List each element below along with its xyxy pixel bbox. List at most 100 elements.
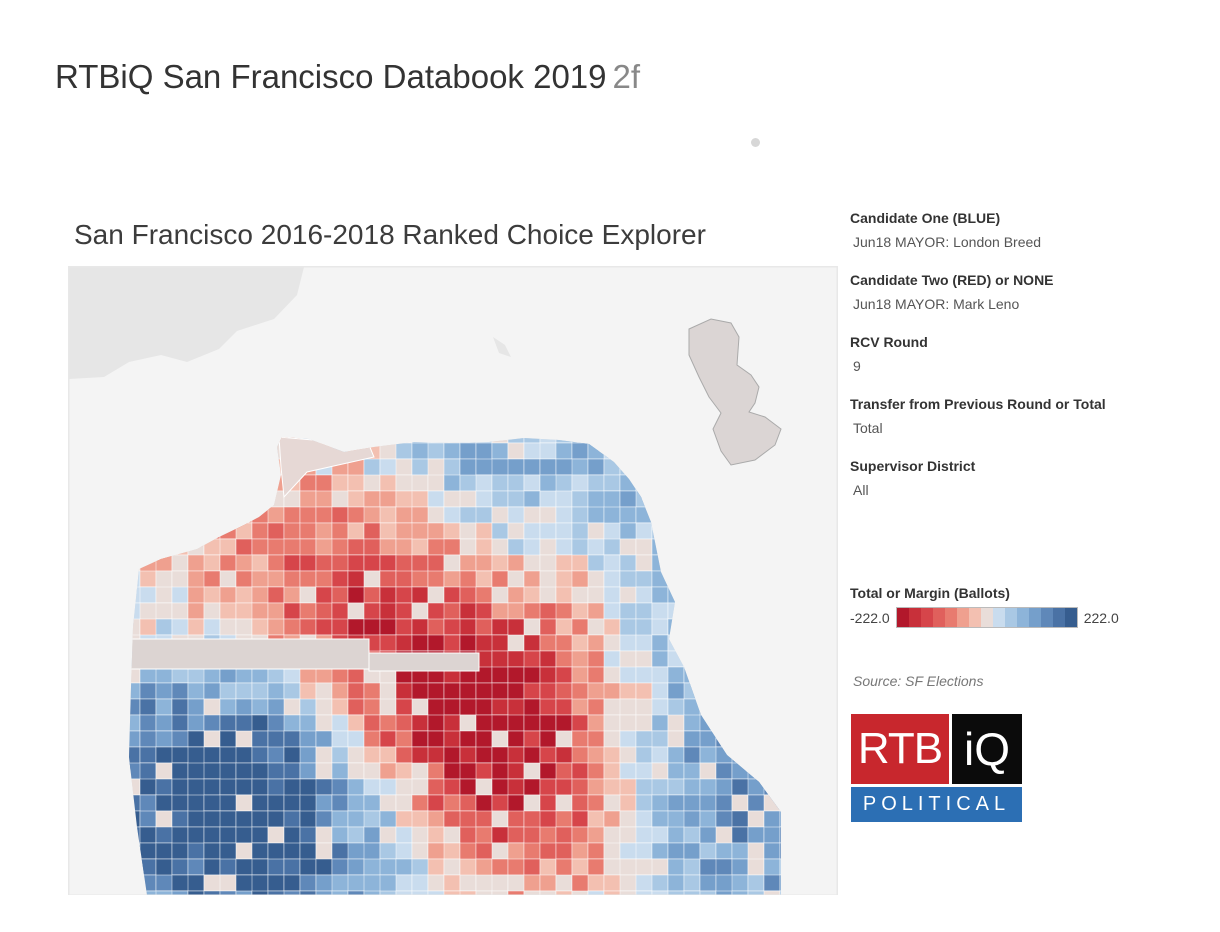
precinct — [555, 714, 573, 732]
precinct — [651, 826, 669, 844]
precinct — [219, 698, 237, 716]
filter-value[interactable]: 9 — [853, 358, 861, 374]
precinct — [203, 890, 221, 895]
precinct — [219, 810, 237, 828]
precinct — [139, 586, 157, 604]
precinct — [283, 682, 301, 700]
precinct — [395, 858, 413, 876]
precinct — [475, 490, 493, 508]
precinct — [427, 682, 445, 700]
precinct — [539, 458, 557, 476]
precinct — [427, 714, 445, 732]
precinct — [635, 842, 653, 860]
precinct — [315, 810, 333, 828]
precinct — [299, 730, 317, 748]
precinct — [587, 602, 605, 620]
filter-supervisor-district[interactable]: Supervisor District All — [850, 457, 1190, 499]
precinct — [363, 474, 381, 492]
precinct — [155, 698, 173, 716]
precinct — [395, 458, 413, 476]
precinct — [539, 698, 557, 716]
filter-transfer-or-total[interactable]: Transfer from Previous Round or Total To… — [850, 395, 1190, 437]
precinct — [539, 586, 557, 604]
precinct — [299, 618, 317, 636]
precinct — [603, 842, 621, 860]
precinct — [315, 682, 333, 700]
precinct — [331, 506, 349, 524]
precinct — [539, 746, 557, 764]
precinct — [523, 794, 541, 812]
precinct — [299, 554, 317, 572]
precinct — [523, 522, 541, 540]
precinct — [779, 810, 781, 828]
precinct — [411, 826, 429, 844]
precinct — [603, 474, 621, 492]
precinct — [171, 554, 189, 572]
dashboard-title: San Francisco 2016-2018 Ranked Choice Ex… — [74, 219, 706, 250]
precinct — [603, 746, 621, 764]
precinct — [315, 490, 333, 508]
precinct — [235, 618, 253, 636]
precinct — [299, 874, 317, 892]
precinct — [619, 554, 637, 572]
precinct — [379, 474, 397, 492]
precinct — [251, 538, 269, 556]
precinct — [171, 890, 189, 895]
filter-value[interactable]: All — [853, 482, 869, 498]
precinct — [363, 618, 381, 636]
precinct — [251, 698, 269, 716]
filter-value[interactable]: Jun18 MAYOR: Mark Leno — [853, 296, 1020, 312]
precinct — [667, 746, 685, 764]
precinct — [779, 842, 781, 860]
precinct — [427, 522, 445, 540]
precinct — [171, 602, 189, 620]
filter-value[interactable]: Jun18 MAYOR: London Breed — [853, 234, 1042, 250]
precinct — [155, 602, 173, 620]
precinct — [667, 778, 685, 796]
precinct — [507, 682, 525, 700]
page-title-text: RTBiQ San Francisco Databook 2019 — [55, 58, 607, 95]
precinct — [443, 682, 461, 700]
precinct — [219, 858, 237, 876]
precinct — [427, 506, 445, 524]
precinct — [683, 826, 701, 844]
precinct — [635, 714, 653, 732]
legend-swatch — [920, 608, 933, 627]
precinct — [491, 490, 509, 508]
precinct — [315, 698, 333, 716]
precinct — [539, 634, 557, 652]
precinct — [475, 522, 493, 540]
precinct — [203, 842, 221, 860]
precinct-map[interactable] — [68, 266, 838, 895]
legend-swatch — [1064, 608, 1077, 627]
precinct — [571, 810, 589, 828]
precinct — [251, 746, 269, 764]
precinct — [235, 570, 253, 588]
filter-candidate-two[interactable]: Candidate Two (RED) or NONE Jun18 MAYOR:… — [850, 271, 1190, 313]
park-area — [129, 638, 370, 670]
precinct — [491, 634, 509, 652]
precinct — [331, 826, 349, 844]
land-islet — [493, 337, 511, 357]
logo-rtb: RTB — [851, 714, 949, 784]
precinct — [219, 538, 237, 556]
precinct — [779, 890, 781, 895]
map-canvas[interactable] — [69, 267, 837, 895]
precinct — [315, 602, 333, 620]
precinct — [251, 730, 269, 748]
precinct — [379, 570, 397, 588]
precinct — [171, 714, 189, 732]
precinct — [139, 682, 157, 700]
treasure-island — [688, 318, 782, 466]
precinct — [587, 522, 605, 540]
precinct — [379, 506, 397, 524]
precinct — [571, 586, 589, 604]
filter-candidate-one[interactable]: Candidate One (BLUE) Jun18 MAYOR: London… — [850, 209, 1190, 251]
precinct — [491, 890, 509, 895]
filter-rcv-round[interactable]: RCV Round 9 — [850, 333, 1190, 375]
precinct — [443, 858, 461, 876]
precinct — [475, 890, 493, 895]
precinct — [363, 490, 381, 508]
logo-iq: iQ — [949, 714, 1022, 784]
filter-value[interactable]: Total — [853, 420, 883, 436]
